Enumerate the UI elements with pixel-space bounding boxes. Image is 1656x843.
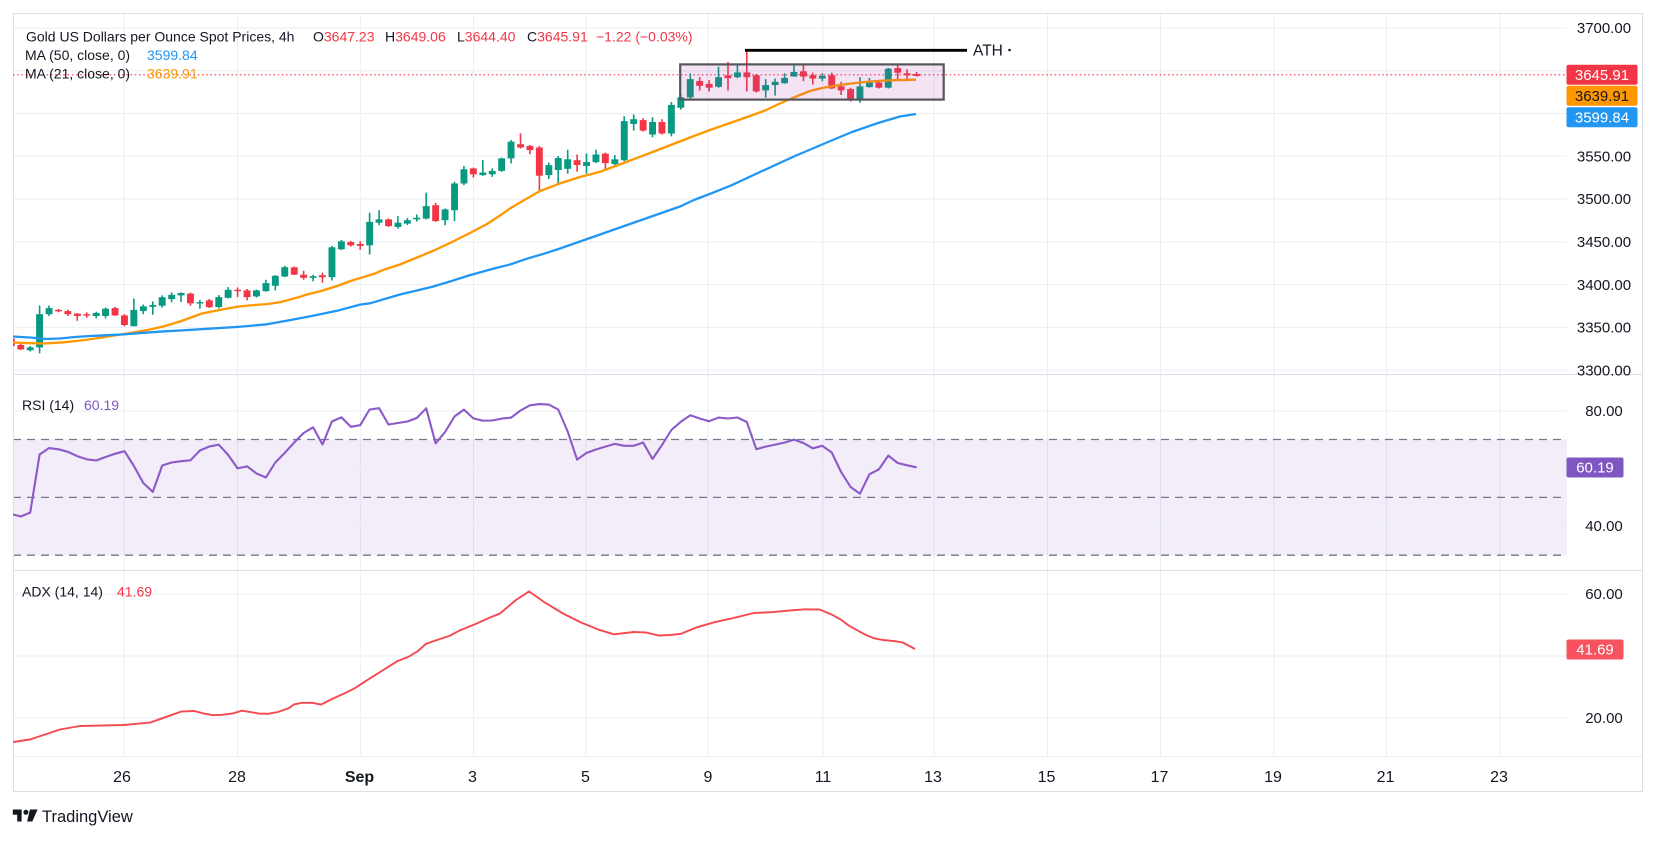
svg-text:28: 28	[228, 769, 246, 786]
svg-text:3500.00: 3500.00	[1577, 191, 1631, 208]
svg-text:19: 19	[1264, 769, 1282, 786]
svg-text:41.69: 41.69	[1576, 642, 1614, 659]
svg-text:60.19: 60.19	[1576, 460, 1614, 477]
svg-text:60.00: 60.00	[1585, 586, 1623, 603]
svg-text:23: 23	[1490, 769, 1508, 786]
svg-text:3450.00: 3450.00	[1577, 234, 1631, 251]
svg-text:ATH: ATH	[973, 43, 1003, 60]
svg-text:3300.00: 3300.00	[1577, 362, 1631, 379]
svg-text:80.00: 80.00	[1585, 403, 1623, 420]
svg-text:TradingView: TradingView	[42, 808, 133, 826]
svg-text:3700.00: 3700.00	[1577, 20, 1631, 37]
svg-text:MA (50, close, 0)3599.84: MA (50, close, 0) 3599.84	[25, 47, 198, 63]
svg-text:3645.91: 3645.91	[1575, 67, 1629, 84]
svg-text:MA (21, close, 0)3639.91: MA (21, close, 0) 3639.91	[25, 66, 198, 82]
svg-text:11: 11	[815, 769, 832, 786]
svg-text:15: 15	[1038, 769, 1056, 786]
svg-text:3639.91: 3639.91	[1575, 88, 1629, 105]
svg-text:21: 21	[1377, 769, 1395, 786]
svg-text:13: 13	[924, 769, 942, 786]
svg-text:40.00: 40.00	[1585, 518, 1623, 535]
svg-text:3350.00: 3350.00	[1577, 320, 1631, 337]
svg-text:3599.84: 3599.84	[1575, 110, 1629, 127]
svg-text:5: 5	[581, 769, 590, 786]
svg-text:9: 9	[704, 769, 713, 786]
svg-text:Sep: Sep	[345, 769, 375, 786]
svg-text:3400.00: 3400.00	[1577, 277, 1631, 294]
svg-text:26: 26	[113, 769, 131, 786]
svg-text:RSI (14)60.19: RSI (14) 60.19	[22, 397, 119, 413]
svg-text:3: 3	[468, 769, 477, 786]
svg-text:3550.00: 3550.00	[1577, 149, 1631, 166]
svg-text:ADX (14, 14)41.69: ADX (14, 14) 41.69	[22, 584, 152, 600]
svg-text:20.00: 20.00	[1585, 710, 1623, 727]
svg-text:17: 17	[1151, 769, 1169, 786]
